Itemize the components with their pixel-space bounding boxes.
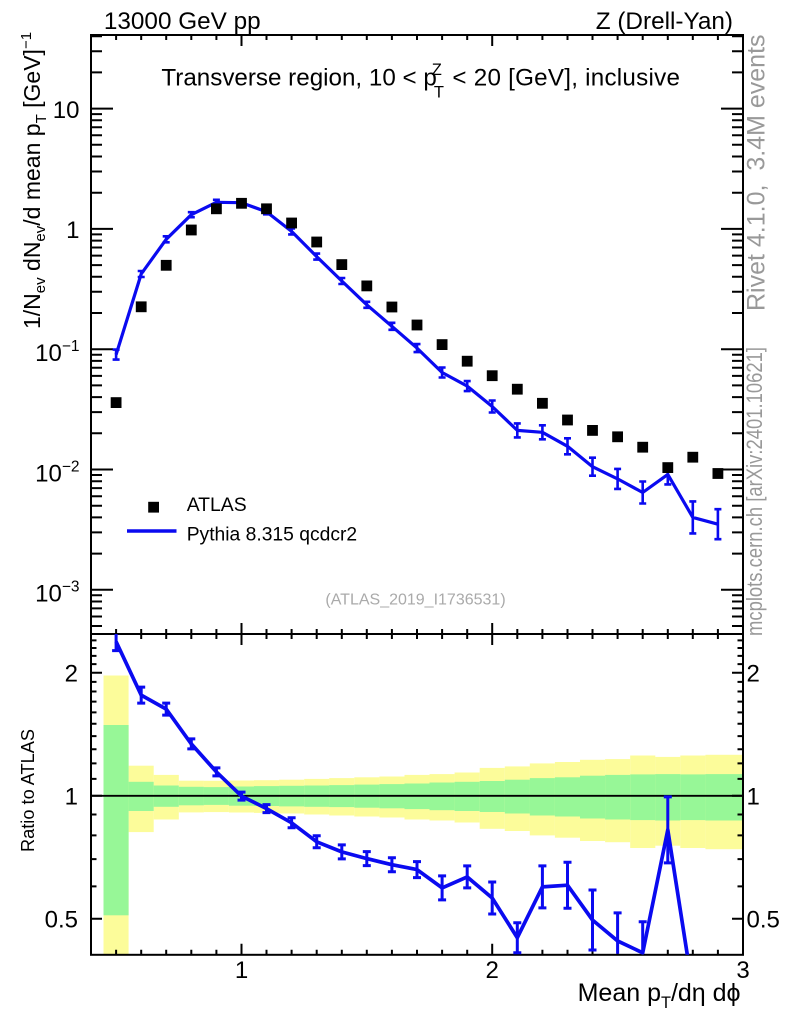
- svg-text:10−3: 10−3: [35, 579, 79, 608]
- svg-text:1: 1: [235, 957, 248, 984]
- svg-text:Z: Z: [432, 61, 442, 79]
- svg-text:Transverse region, 10 < p: Transverse region, 10 < p: [161, 65, 436, 92]
- svg-text:Z (Drell-Yan): Z (Drell-Yan): [596, 8, 733, 35]
- svg-text:10: 10: [53, 97, 80, 124]
- svg-text:Mean pT/dη dϕ: Mean pT/dη dϕ: [578, 979, 741, 1012]
- svg-text:Pythia 8.315 qcdcr2: Pythia 8.315 qcdcr2: [187, 525, 357, 546]
- svg-text:2: 2: [486, 957, 499, 984]
- svg-text:mcplots.cern.ch [arXiv:2401.10: mcplots.cern.ch [arXiv:2401.10621]: [742, 347, 767, 636]
- svg-text:1: 1: [66, 217, 79, 244]
- svg-text:2: 2: [65, 661, 78, 688]
- svg-text:10−1: 10−1: [35, 338, 79, 367]
- svg-text:1: 1: [747, 783, 760, 810]
- svg-text:3: 3: [736, 957, 749, 984]
- svg-text:1: 1: [65, 783, 78, 810]
- svg-text:Ratio to ATLAS: Ratio to ATLAS: [18, 729, 38, 852]
- svg-text:10−2: 10−2: [35, 458, 79, 487]
- svg-text:1/Nev dNev/d mean pT [GeV]−1: 1/Nev dNev/d mean pT [GeV]−1: [18, 32, 50, 329]
- svg-text:0.5: 0.5: [45, 906, 78, 933]
- svg-text:2: 2: [747, 661, 760, 688]
- svg-text:< 20 [GeV], inclusive: < 20 [GeV], inclusive: [452, 65, 680, 92]
- svg-text:0.5: 0.5: [747, 906, 780, 933]
- svg-text:13000 GeV pp: 13000 GeV pp: [104, 8, 261, 35]
- svg-text:(ATLAS_2019_I1736531): (ATLAS_2019_I1736531): [325, 592, 505, 609]
- svg-text:ATLAS: ATLAS: [187, 494, 247, 516]
- svg-text:Rivet 4.1.0, 3.4M events: Rivet 4.1.0, 3.4M events: [743, 34, 771, 311]
- svg-text:T: T: [434, 84, 444, 102]
